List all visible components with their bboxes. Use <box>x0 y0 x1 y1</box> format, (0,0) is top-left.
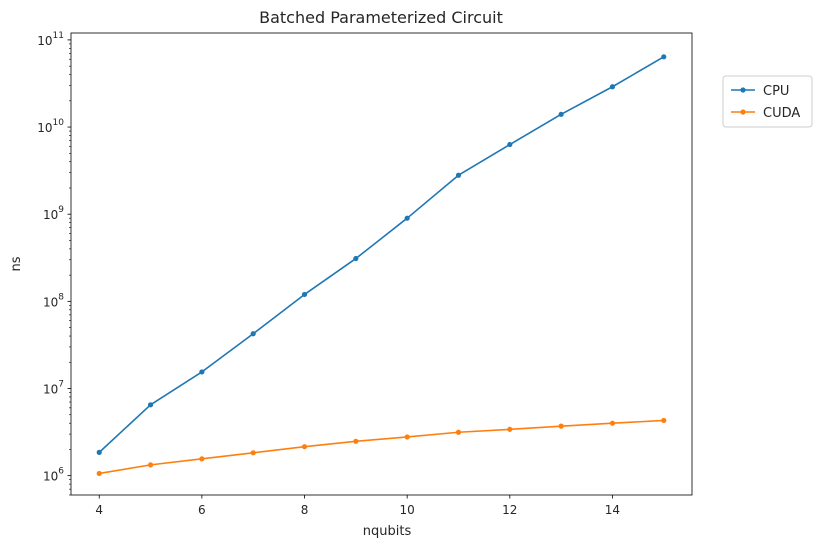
data-point-cpu <box>353 255 359 262</box>
plot-frame <box>70 32 693 496</box>
series-line-cuda <box>99 419 664 475</box>
data-point-cpu <box>96 449 102 455</box>
data-point-cpu <box>455 172 462 178</box>
y-axis-title: ns <box>9 256 24 271</box>
y-tick-label: 108 <box>43 292 64 309</box>
data-point-cpu <box>661 54 667 60</box>
plot-area: 106 107 108 109 1010 1011 4 6 8 10 12 14 <box>37 31 693 517</box>
x-tick-label: 10 <box>400 503 415 517</box>
data-point-cpu <box>558 111 564 117</box>
data-point-cuda <box>455 429 462 435</box>
data-point-cpu <box>250 331 256 337</box>
series-line-cpu <box>98 56 665 453</box>
data-point-cuda <box>250 450 256 456</box>
x-tick-label: 6 <box>198 503 206 517</box>
data-point-cuda <box>558 423 564 429</box>
data-point-cuda <box>507 426 513 432</box>
data-point-cpu <box>609 84 616 90</box>
legend: CPU CUDA <box>722 75 813 128</box>
x-axis-title: nqubits <box>363 524 412 539</box>
x-tick-label: 12 <box>502 503 517 517</box>
data-point-cuda <box>147 462 154 468</box>
y-tick-label: 1010 <box>37 118 64 135</box>
data-point-cuda <box>661 417 667 424</box>
data-point-cpu <box>404 215 410 221</box>
legend-marker-cuda <box>740 109 746 115</box>
data-point-cuda <box>609 420 616 426</box>
legend-label-cuda: CUDA <box>763 106 800 121</box>
y-tick-label: 109 <box>43 205 64 222</box>
y-tick-label: 107 <box>43 380 64 397</box>
data-point-cpu <box>147 402 154 408</box>
x-tick-label: 14 <box>605 503 620 517</box>
data-point-cpu <box>301 291 308 298</box>
data-point-cuda <box>353 438 359 444</box>
y-tick-label: 106 <box>43 467 64 484</box>
data-point-cuda <box>199 456 205 462</box>
x-tick-label: 4 <box>95 503 103 517</box>
data-point-cuda <box>404 434 410 440</box>
data-point-cpu <box>199 369 205 375</box>
data-point-cuda <box>301 444 308 450</box>
x-tick-label: 8 <box>301 503 309 517</box>
data-point-cpu <box>507 141 513 148</box>
legend-label-cpu: CPU <box>763 84 789 99</box>
data-point-cuda <box>96 470 102 477</box>
chart-title: Batched Parameterized Circuit <box>259 8 503 27</box>
y-tick-label: 1011 <box>37 31 64 48</box>
legend-marker-cpu <box>740 87 746 93</box>
